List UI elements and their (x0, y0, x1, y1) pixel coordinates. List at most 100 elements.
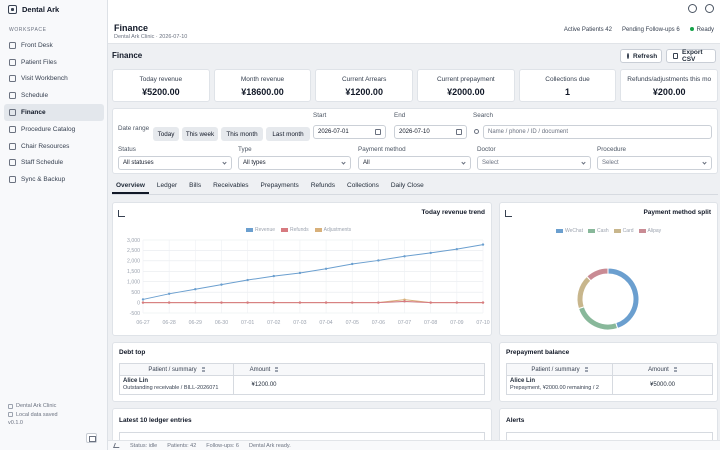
data-point (298, 271, 302, 275)
chevron-down-icon (222, 160, 227, 165)
export-label: Export CSV (682, 49, 703, 63)
page-header-title: Finance (114, 23, 149, 33)
sidebar-item-sync-backup[interactable]: Sync & Backup (4, 171, 104, 188)
search-input[interactable]: Name / phone / ID / document (483, 125, 712, 139)
sidebar-item-label: Patient Files (21, 58, 57, 66)
procedure-select[interactable]: Select (597, 156, 712, 170)
tab-refunds[interactable]: Refunds (310, 182, 336, 189)
range-this-month-button[interactable]: This month (221, 127, 263, 141)
tab-collections[interactable]: Collections (347, 182, 379, 189)
tab-prepayments[interactable]: Prepayments (260, 182, 299, 189)
data-point (429, 301, 432, 304)
column-header-amount[interactable]: Amount (234, 364, 294, 375)
account-icon[interactable] (705, 4, 714, 13)
table-row[interactable]: Alice Lin Outstanding receivable / BILL-2… (120, 376, 484, 394)
table-row[interactable]: Alice Lin Prepayment, ¥2000.00 remaining … (507, 376, 712, 394)
patient-summary: Prepayment, ¥2000.00 remaining / 2 (510, 384, 599, 391)
y-tick-label: 500 (131, 290, 140, 296)
finance-tabs: Overview Ledger Bills Receivables Prepay… (112, 179, 718, 195)
tab-ledger[interactable]: Ledger (156, 182, 178, 189)
type-value: All types (243, 160, 266, 166)
column-header-patient[interactable]: Patient / summary (120, 364, 234, 375)
app-name: Dental Ark (22, 5, 60, 14)
sidebar-item-label: Visit Workbench (21, 75, 68, 83)
kpi-row: Today revenue ¥5200.00 Month revenue ¥1860… (112, 69, 719, 102)
ledger-table (119, 432, 485, 443)
revenue-trend-title: Today revenue trend (421, 209, 485, 216)
staff-icon (9, 159, 16, 167)
tab-bills[interactable]: Bills (189, 182, 202, 189)
column-header-amount[interactable]: Amount (613, 364, 712, 375)
visit-workbench-icon (9, 75, 16, 83)
doctor-select[interactable]: Select (477, 156, 591, 170)
end-date-input[interactable]: 2026-07-10 (394, 125, 467, 139)
data-point (167, 301, 171, 304)
y-tick-label: 2,000 (127, 259, 140, 265)
data-point (481, 301, 485, 304)
refresh-icon (627, 53, 629, 59)
sidebar-item-staff-schedule[interactable]: Staff Schedule (4, 155, 104, 172)
tab-overview[interactable]: Overview (112, 179, 149, 194)
kpi-value: 1 (565, 87, 571, 97)
type-select[interactable]: All types (238, 156, 351, 170)
refresh-button[interactable]: Refresh (620, 49, 662, 63)
status-select[interactable]: All statuses (118, 156, 232, 170)
legend-item: Revenue (246, 227, 275, 233)
kpi-value: ¥5200.00 (142, 87, 180, 97)
tab-daily-close[interactable]: Daily Close (390, 182, 424, 189)
date-range-label: Date range (118, 125, 150, 132)
legend-label: Cash (596, 228, 609, 234)
x-tick-label: 06-28 (163, 320, 176, 326)
start-date-input[interactable]: 2026-07-01 (313, 125, 386, 139)
export-icon (673, 53, 679, 59)
header: Finance Dental Ark Clinic · 2026-07-10 A… (108, 0, 720, 44)
legend-item: Card (613, 228, 634, 234)
debt-table: Patient / summary Amount Alice Lin Outsta… (119, 363, 485, 395)
sidebar-item-visit-workbench[interactable]: Visit Workbench (4, 71, 104, 88)
app-version: v0.1.0 (8, 420, 23, 426)
payment-method-value: All (363, 160, 370, 166)
legend-item: WeChat (556, 228, 583, 234)
sidebar-item-label: Sync & Backup (21, 176, 66, 184)
sidebar-nav: Front Desk Patient Files Visit Workbench… (4, 37, 104, 188)
x-tick-label: 07-06 (372, 320, 385, 326)
collapse-sidebar-button[interactable] (86, 433, 97, 443)
search-label: Search (473, 112, 493, 119)
legend-swatch (556, 229, 563, 233)
y-tick-label: 1,000 (127, 280, 140, 286)
x-tick-label: 07-09 (450, 320, 463, 326)
settings-icon[interactable] (688, 4, 697, 13)
revenue-trend-card: Today revenue trend Revenue Refunds Adju… (112, 202, 492, 336)
kpi-value: ¥18600.00 (241, 87, 284, 97)
sidebar-item-front-desk[interactable]: Front Desk (4, 37, 104, 54)
range-this-week-button[interactable]: This week (182, 127, 218, 141)
storage-icon (8, 412, 13, 418)
range-last-month-button[interactable]: Last month (266, 127, 310, 141)
range-today-button[interactable]: Today (153, 127, 179, 141)
tab-receivables[interactable]: Receivables (213, 182, 249, 189)
sidebar-item-procedure-catalog[interactable]: Procedure Catalog (4, 121, 104, 138)
sidebar-item-label: Finance (21, 109, 46, 117)
prepayment-balance-card: Prepayment balance Patient / summary Amo… (499, 342, 718, 402)
payment-method-select[interactable]: All (358, 156, 471, 170)
legend-label: Revenue (255, 227, 276, 233)
legend-label: Adjustments (323, 227, 352, 233)
sidebar-item-finance[interactable]: Finance (4, 104, 104, 121)
search-icon (474, 129, 479, 134)
data-point (141, 298, 145, 301)
data-point (403, 300, 406, 303)
legend-swatch (281, 228, 289, 232)
y-tick-label: 1,500 (127, 269, 140, 275)
data-point (220, 301, 223, 304)
donut-slice-wechat (607, 267, 640, 330)
column-header-patient[interactable]: Patient / summary (507, 364, 613, 375)
sidebar-item-patient-files[interactable]: Patient Files (4, 54, 104, 71)
sidebar-item-chair-resources[interactable]: Chair Resources (4, 138, 104, 155)
data-point (194, 288, 197, 291)
legend-swatch (638, 229, 646, 233)
data-point (141, 301, 145, 304)
front-desk-icon (9, 41, 16, 49)
sidebar-item-schedule[interactable]: Schedule (4, 87, 104, 104)
export-csv-button[interactable]: Export CSV (666, 49, 716, 63)
